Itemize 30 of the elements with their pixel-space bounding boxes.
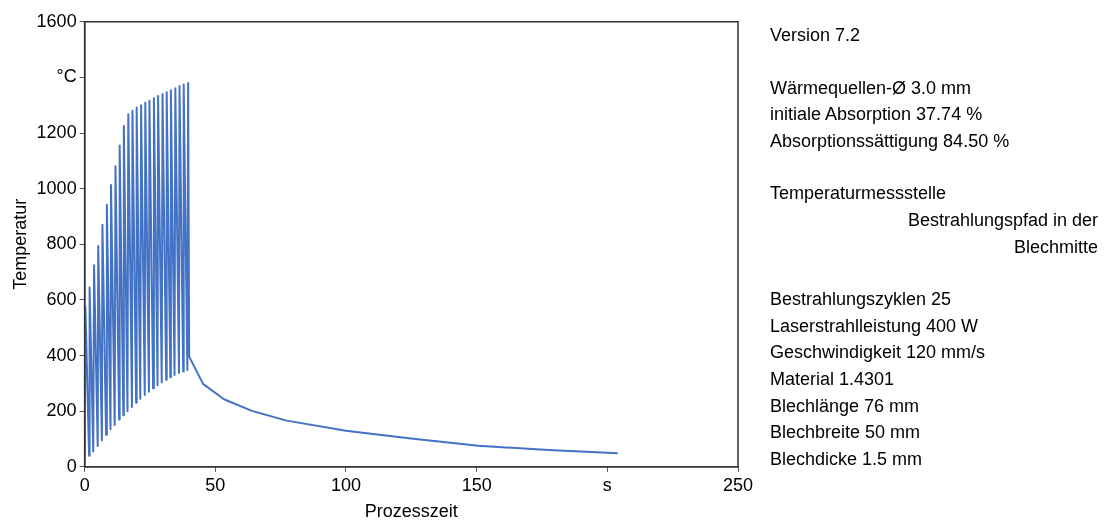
x-tick-label: 0	[79, 474, 90, 495]
text: Absorptionssättigung 84.50 %	[770, 129, 1011, 153]
x-tick-label: 50	[205, 474, 226, 495]
text: Blechbreite 50 mm	[770, 421, 922, 445]
text: Geschwindigkeit 120 mm/s	[770, 341, 987, 365]
x-tick-label: s	[602, 474, 612, 495]
y-tick-label: °C	[56, 66, 77, 87]
y-tick-label: 1200	[36, 122, 77, 143]
y-tick-label: 1600	[36, 10, 77, 31]
text: Bestrahlungspfad in der Blechmitte	[906, 208, 1098, 259]
y-tick-label: 0	[66, 455, 77, 476]
y-axis-title: Temperatur	[9, 198, 30, 290]
y-tick-label: 600	[46, 288, 77, 309]
text: Bestrahlungszyklen 25	[770, 288, 953, 312]
text: Temperaturmessstelle	[770, 182, 948, 206]
x-tick-label: 100	[330, 474, 362, 495]
x-tick-label: 250	[722, 474, 754, 495]
text: Material 1.4301	[770, 367, 896, 391]
y-tick-label: 1000	[36, 177, 77, 198]
y-tick-label: 400	[46, 344, 77, 365]
text: Wärmequellen-Ø 3.0 mm	[770, 76, 973, 100]
text: Version 7.2	[770, 24, 862, 47]
x-axis-title: Prozesszeit	[364, 501, 458, 522]
x-tick-label: 150	[461, 474, 492, 495]
text: Blechdicke 1.5 mm	[770, 447, 924, 471]
y-tick-label: 800	[46, 233, 77, 254]
y-tick-label: 200	[46, 400, 77, 421]
text: Laserstrahlleistung 400 W	[770, 314, 980, 338]
text: Blechlänge 76 mm	[770, 394, 921, 418]
text: initiale Absorption 37.74 %	[770, 103, 984, 127]
